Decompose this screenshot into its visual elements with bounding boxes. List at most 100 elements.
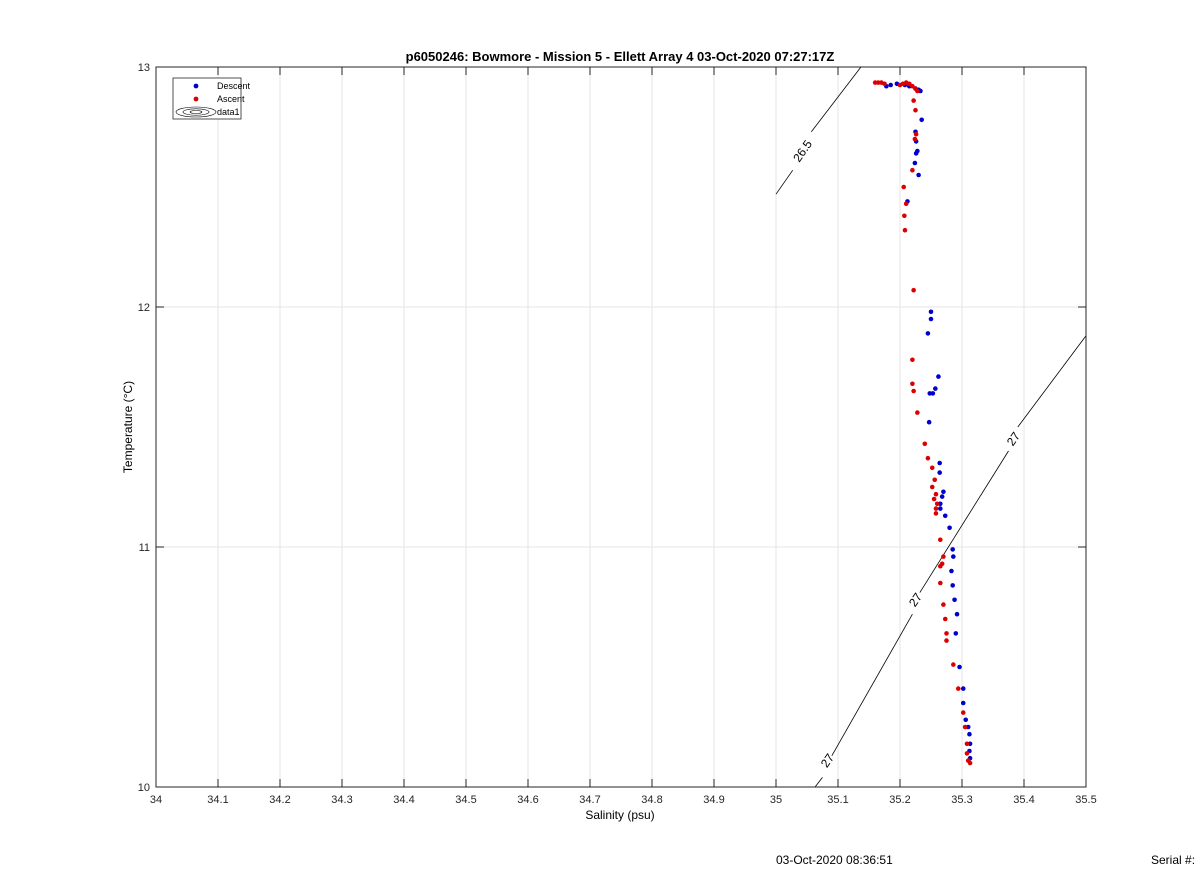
x-axis-ticks: 34 34.1 34.2 34.3 34.4 34.5 34.6 34.7 34.8 34.9 35… [150, 67, 1097, 806]
ascent-point [931, 496, 937, 502]
ascent-point [907, 81, 912, 87]
x-tick-label: 35 [770, 794, 782, 806]
y-tick-label: 10 [138, 782, 150, 794]
descent-point [888, 82, 893, 88]
x-tick-label: 34.5 [455, 794, 476, 806]
descent-point [919, 117, 924, 123]
descent-point [949, 568, 954, 574]
ascent-point [960, 710, 966, 715]
descent-point [925, 331, 931, 336]
ascent-point [910, 83, 915, 89]
ascent-point [964, 741, 970, 747]
x-axis-label: Salinity (psu) [585, 808, 654, 822]
descent-point [938, 506, 943, 511]
descent-point [928, 309, 934, 315]
descent-point [913, 151, 919, 156]
y-tick-label: 13 [138, 62, 150, 74]
ascent-point [911, 98, 916, 103]
descent-point [953, 631, 959, 636]
y-axis-ticks: 10 11 12 13 [138, 62, 1086, 794]
legend-box [172, 77, 242, 120]
descent-point [960, 700, 966, 706]
descent-point [916, 172, 921, 178]
ascent-point [941, 602, 946, 607]
descent-point [941, 489, 946, 495]
contour-line-27 [831, 614, 913, 756]
ascent-point [910, 381, 915, 387]
ascent-point [912, 136, 918, 142]
legend-contour-icon [175, 106, 217, 118]
contour-label: 27 [1004, 429, 1023, 448]
x-tick-label: 35.3 [951, 794, 972, 806]
descent-point [952, 597, 957, 603]
x-tick-label: 34.9 [703, 794, 724, 806]
legend-data1-label: data1 [217, 107, 240, 117]
legend-descent-label: Descent [217, 81, 251, 91]
ascent-point [942, 616, 948, 622]
ascent-point [913, 131, 919, 137]
ascent-point [929, 484, 935, 490]
descent-point [939, 494, 945, 499]
descent-point [950, 583, 955, 588]
chart-title: p6050246: Bowmore - Mission 5 - Ellett A… [406, 49, 835, 64]
descent-point [927, 391, 933, 396]
density-contours: 26.5 27 27 27 [775, 66, 1087, 788]
ascent-point [938, 537, 943, 543]
ascent-point [932, 477, 938, 483]
ascent-point [944, 638, 949, 643]
ascent-point [962, 724, 968, 730]
x-tick-label: 34.1 [207, 794, 228, 806]
x-tick-label: 34.8 [641, 794, 662, 806]
x-tick-label: 34.2 [269, 794, 290, 806]
ascent-point [915, 410, 920, 415]
ascent-point [902, 213, 907, 219]
descent-point [936, 374, 941, 379]
ascent-point [944, 631, 949, 636]
ascent-point [955, 686, 961, 691]
ascent-point [903, 201, 909, 207]
ascent-point [915, 88, 920, 94]
ascent-point [925, 455, 931, 461]
x-tick-label: 34 [150, 794, 162, 806]
contour-line-27 [814, 777, 823, 788]
descent-point [960, 686, 966, 691]
descent-point [937, 460, 942, 466]
descent-point [937, 470, 942, 475]
x-tick-label: 34.3 [331, 794, 352, 806]
ascent-point [902, 227, 908, 233]
data-points [872, 80, 973, 766]
ascent-point [922, 441, 928, 447]
ascent-point [941, 554, 946, 559]
ascent-point [901, 184, 907, 190]
descent-point [912, 160, 918, 166]
contour-label: 27 [818, 751, 837, 770]
ascent-point [929, 465, 935, 471]
legend-ascent-marker [193, 96, 199, 102]
y-axis-label: Temperature (°C) [121, 381, 135, 473]
footer-serial-label: Serial #: [1151, 853, 1196, 867]
x-tick-label: 35.1 [827, 794, 848, 806]
descent-point [942, 513, 948, 519]
ascent-point [933, 491, 939, 497]
legend-ascent-label: Ascent [217, 94, 245, 104]
x-tick-label: 35.5 [1075, 794, 1096, 806]
ascent-point [911, 287, 916, 293]
ascent-point [911, 388, 916, 394]
contour-line-26.5 [811, 66, 862, 133]
contour-label: 27 [906, 590, 925, 609]
x-tick-label: 34.6 [517, 794, 538, 806]
y-tick-label: 11 [139, 542, 150, 554]
x-tick-label: 35.2 [889, 794, 910, 806]
ascent-point [933, 511, 939, 516]
ascent-point [882, 81, 887, 87]
descent-point [967, 731, 972, 737]
descent-point [926, 419, 932, 425]
x-tick-label: 35.4 [1013, 794, 1034, 806]
x-tick-label: 34.4 [393, 794, 414, 806]
descent-point [950, 547, 955, 552]
legend: Descent Ascent data1 [172, 77, 251, 120]
contour-label: 26.5 [790, 137, 815, 164]
contour-line-26.5 [775, 169, 794, 195]
ascent-point [938, 563, 943, 569]
